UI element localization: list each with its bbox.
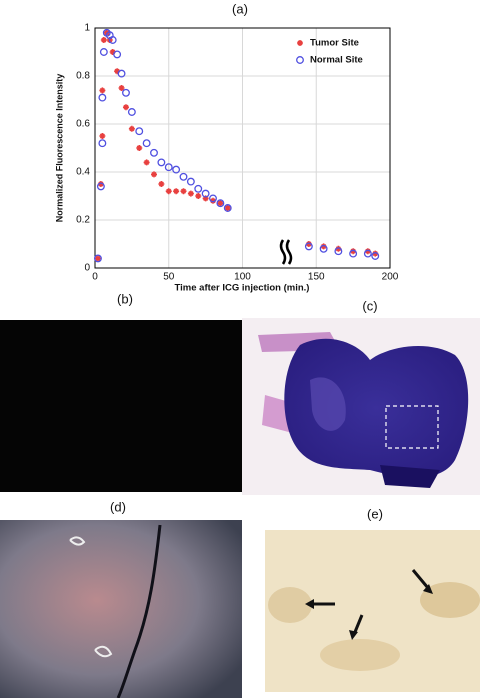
point [128, 125, 135, 132]
point [335, 245, 342, 252]
plot: 0 0.2 0.4 0.6 0.8 1 0 50 100 150 200 Tumor Site Norm… [76, 23, 399, 283]
point [216, 199, 225, 208]
plot-frame [94, 27, 391, 269]
x-tick-label: 0 [92, 272, 98, 283]
point [98, 93, 107, 102]
y-tick-label: 1 [84, 23, 90, 34]
y-tick-label: 0.6 [76, 119, 90, 130]
point [143, 159, 150, 166]
y-tick-label: 0.8 [76, 71, 90, 82]
point [172, 165, 181, 174]
point [150, 148, 158, 157]
point [118, 85, 125, 91]
point [209, 194, 217, 203]
x-tick-label: 150 [308, 272, 325, 283]
x-tick-label: 100 [234, 272, 251, 283]
point [349, 249, 358, 258]
panel-label: (a) [232, 1, 248, 16]
point [127, 108, 136, 116]
point [157, 158, 166, 167]
point [319, 244, 328, 253]
x-tick-label: 200 [382, 272, 399, 283]
point [109, 49, 116, 55]
image-d [0, 520, 242, 698]
point [202, 195, 209, 202]
point [334, 247, 343, 256]
legend-label: Tumor Site [310, 38, 359, 49]
image-b [0, 320, 245, 492]
point [186, 177, 195, 186]
legend-label: Normal Site [310, 55, 363, 66]
point [194, 184, 203, 193]
point [371, 252, 380, 260]
point [94, 255, 101, 262]
panel-label: (d) [110, 499, 126, 514]
point [151, 171, 157, 178]
point [304, 242, 313, 251]
y-tick-label: 0.4 [76, 167, 90, 178]
image-e [265, 530, 480, 692]
point [363, 249, 372, 258]
panel-label: (e) [367, 506, 383, 521]
legend-marker [296, 56, 304, 64]
point [97, 181, 104, 187]
point [223, 204, 232, 212]
x-tick-label: 50 [163, 272, 175, 283]
point [195, 193, 202, 199]
point [224, 205, 231, 211]
x-axis-label: Time after ICG injection (min.) [175, 283, 310, 294]
point [179, 172, 188, 181]
point [201, 189, 210, 198]
point [99, 133, 106, 139]
panel-label: (c) [362, 298, 377, 313]
point [320, 243, 327, 250]
point [372, 250, 379, 257]
point [210, 197, 216, 204]
point [108, 36, 117, 44]
point [122, 104, 129, 111]
point [122, 88, 130, 97]
y-tick-label: 0.2 [76, 215, 90, 226]
point [96, 182, 105, 191]
point [217, 200, 224, 207]
image-c [242, 318, 480, 495]
point [164, 163, 173, 172]
y-tick-label: 0 [84, 263, 90, 274]
point [99, 87, 106, 94]
point [165, 188, 172, 195]
point [158, 181, 165, 187]
point [93, 254, 102, 263]
axis-break [279, 239, 293, 265]
point [135, 127, 144, 136]
point [305, 241, 312, 247]
point [100, 37, 107, 43]
point [173, 188, 180, 195]
point [187, 190, 194, 197]
point [364, 248, 371, 255]
point [98, 139, 107, 148]
point [113, 50, 122, 59]
y-axis-label: Normalized Fluorescence Intensity [54, 74, 64, 223]
point [180, 188, 187, 195]
panel-label: (b) [117, 291, 133, 306]
point [136, 145, 143, 151]
point [114, 68, 121, 75]
point [99, 48, 108, 56]
legend-marker [297, 40, 303, 46]
point [350, 248, 357, 255]
point [117, 69, 126, 78]
point [142, 139, 151, 148]
